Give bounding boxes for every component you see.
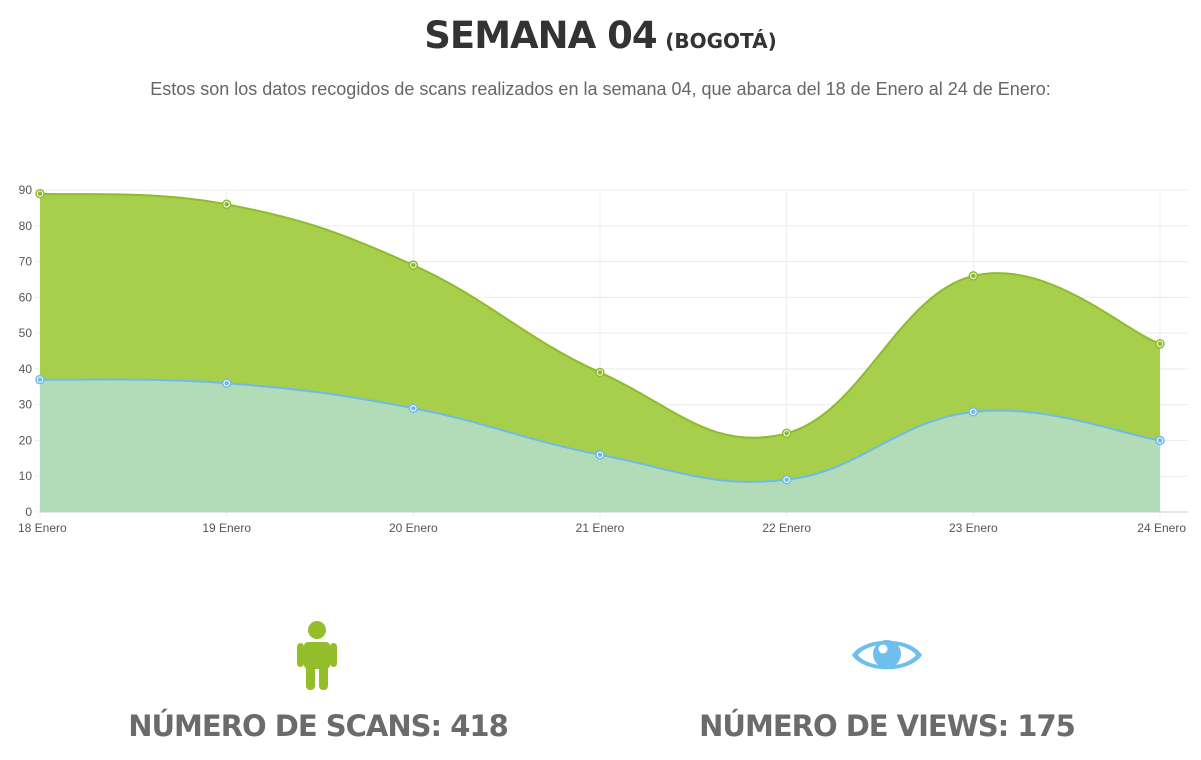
series-0-point-core: [971, 273, 976, 279]
x-tick-label: 23 Enero: [949, 521, 998, 535]
y-tick-label: 90: [19, 183, 33, 197]
views-count-label: NÚMERO DE VIEWS: 175: [699, 709, 1076, 743]
x-tick-label: 20 Enero: [389, 521, 438, 535]
scans-count-label: NÚMERO DE SCANS: 418: [128, 709, 509, 743]
series-0-point-core: [1157, 341, 1163, 347]
x-tick-label: 18 Enero: [18, 521, 67, 535]
x-tick-label: 24 Enero: [1137, 521, 1186, 535]
y-tick-label: 30: [19, 398, 33, 412]
series-1-point-core: [37, 377, 43, 382]
page-title: SEMANA 04 (BOGOTÁ): [0, 14, 1201, 57]
eye-icon: [852, 640, 922, 670]
x-axis: 18 Enero 19 Enero 20 Enero 21 Enero 22 Enero…: [18, 521, 1186, 535]
chart-points: [35, 188, 1165, 485]
x-tick-label: 22 Enero: [762, 521, 811, 535]
y-tick-label: 60: [19, 290, 33, 304]
series-1-area: [40, 379, 1160, 512]
series-1-point-core: [971, 409, 976, 415]
series-1-point-core: [411, 405, 416, 411]
y-tick-label: 20: [19, 433, 33, 447]
y-tick-label: 80: [19, 219, 33, 233]
y-tick-label: 50: [19, 326, 33, 340]
series-0-point-core: [37, 191, 43, 196]
x-tick-label: 21 Enero: [576, 521, 625, 535]
series-0-point-core: [411, 262, 416, 268]
series-1-point-core: [224, 380, 229, 386]
series-1-point-core: [1157, 438, 1163, 443]
series-1-point-core: [784, 477, 789, 483]
page-title-main: SEMANA 04: [424, 14, 657, 57]
x-tick-label: 19 Enero: [202, 521, 251, 535]
series-0-point-core: [784, 430, 789, 436]
y-tick-label: 0: [25, 505, 32, 519]
series-0-point-core: [597, 370, 603, 375]
person-icon: [297, 621, 337, 690]
series-0-point-core: [224, 202, 229, 207]
y-axis: 0 10 20 30 40 50 60 70 80 90: [19, 183, 33, 519]
y-tick-label: 70: [19, 255, 33, 269]
page-subtitle: Estos son los datos recogidos de scans r…: [150, 79, 1051, 99]
page-title-city: (BOGOTÁ): [665, 29, 777, 53]
y-tick-label: 10: [19, 469, 33, 483]
series-1-point-core: [597, 452, 603, 458]
y-tick-label: 40: [19, 362, 33, 376]
scans-area-chart: 0 10 20 30 40 50 60 70 80 90 18 Enero 19 Enero 20 E…: [18, 183, 1188, 535]
